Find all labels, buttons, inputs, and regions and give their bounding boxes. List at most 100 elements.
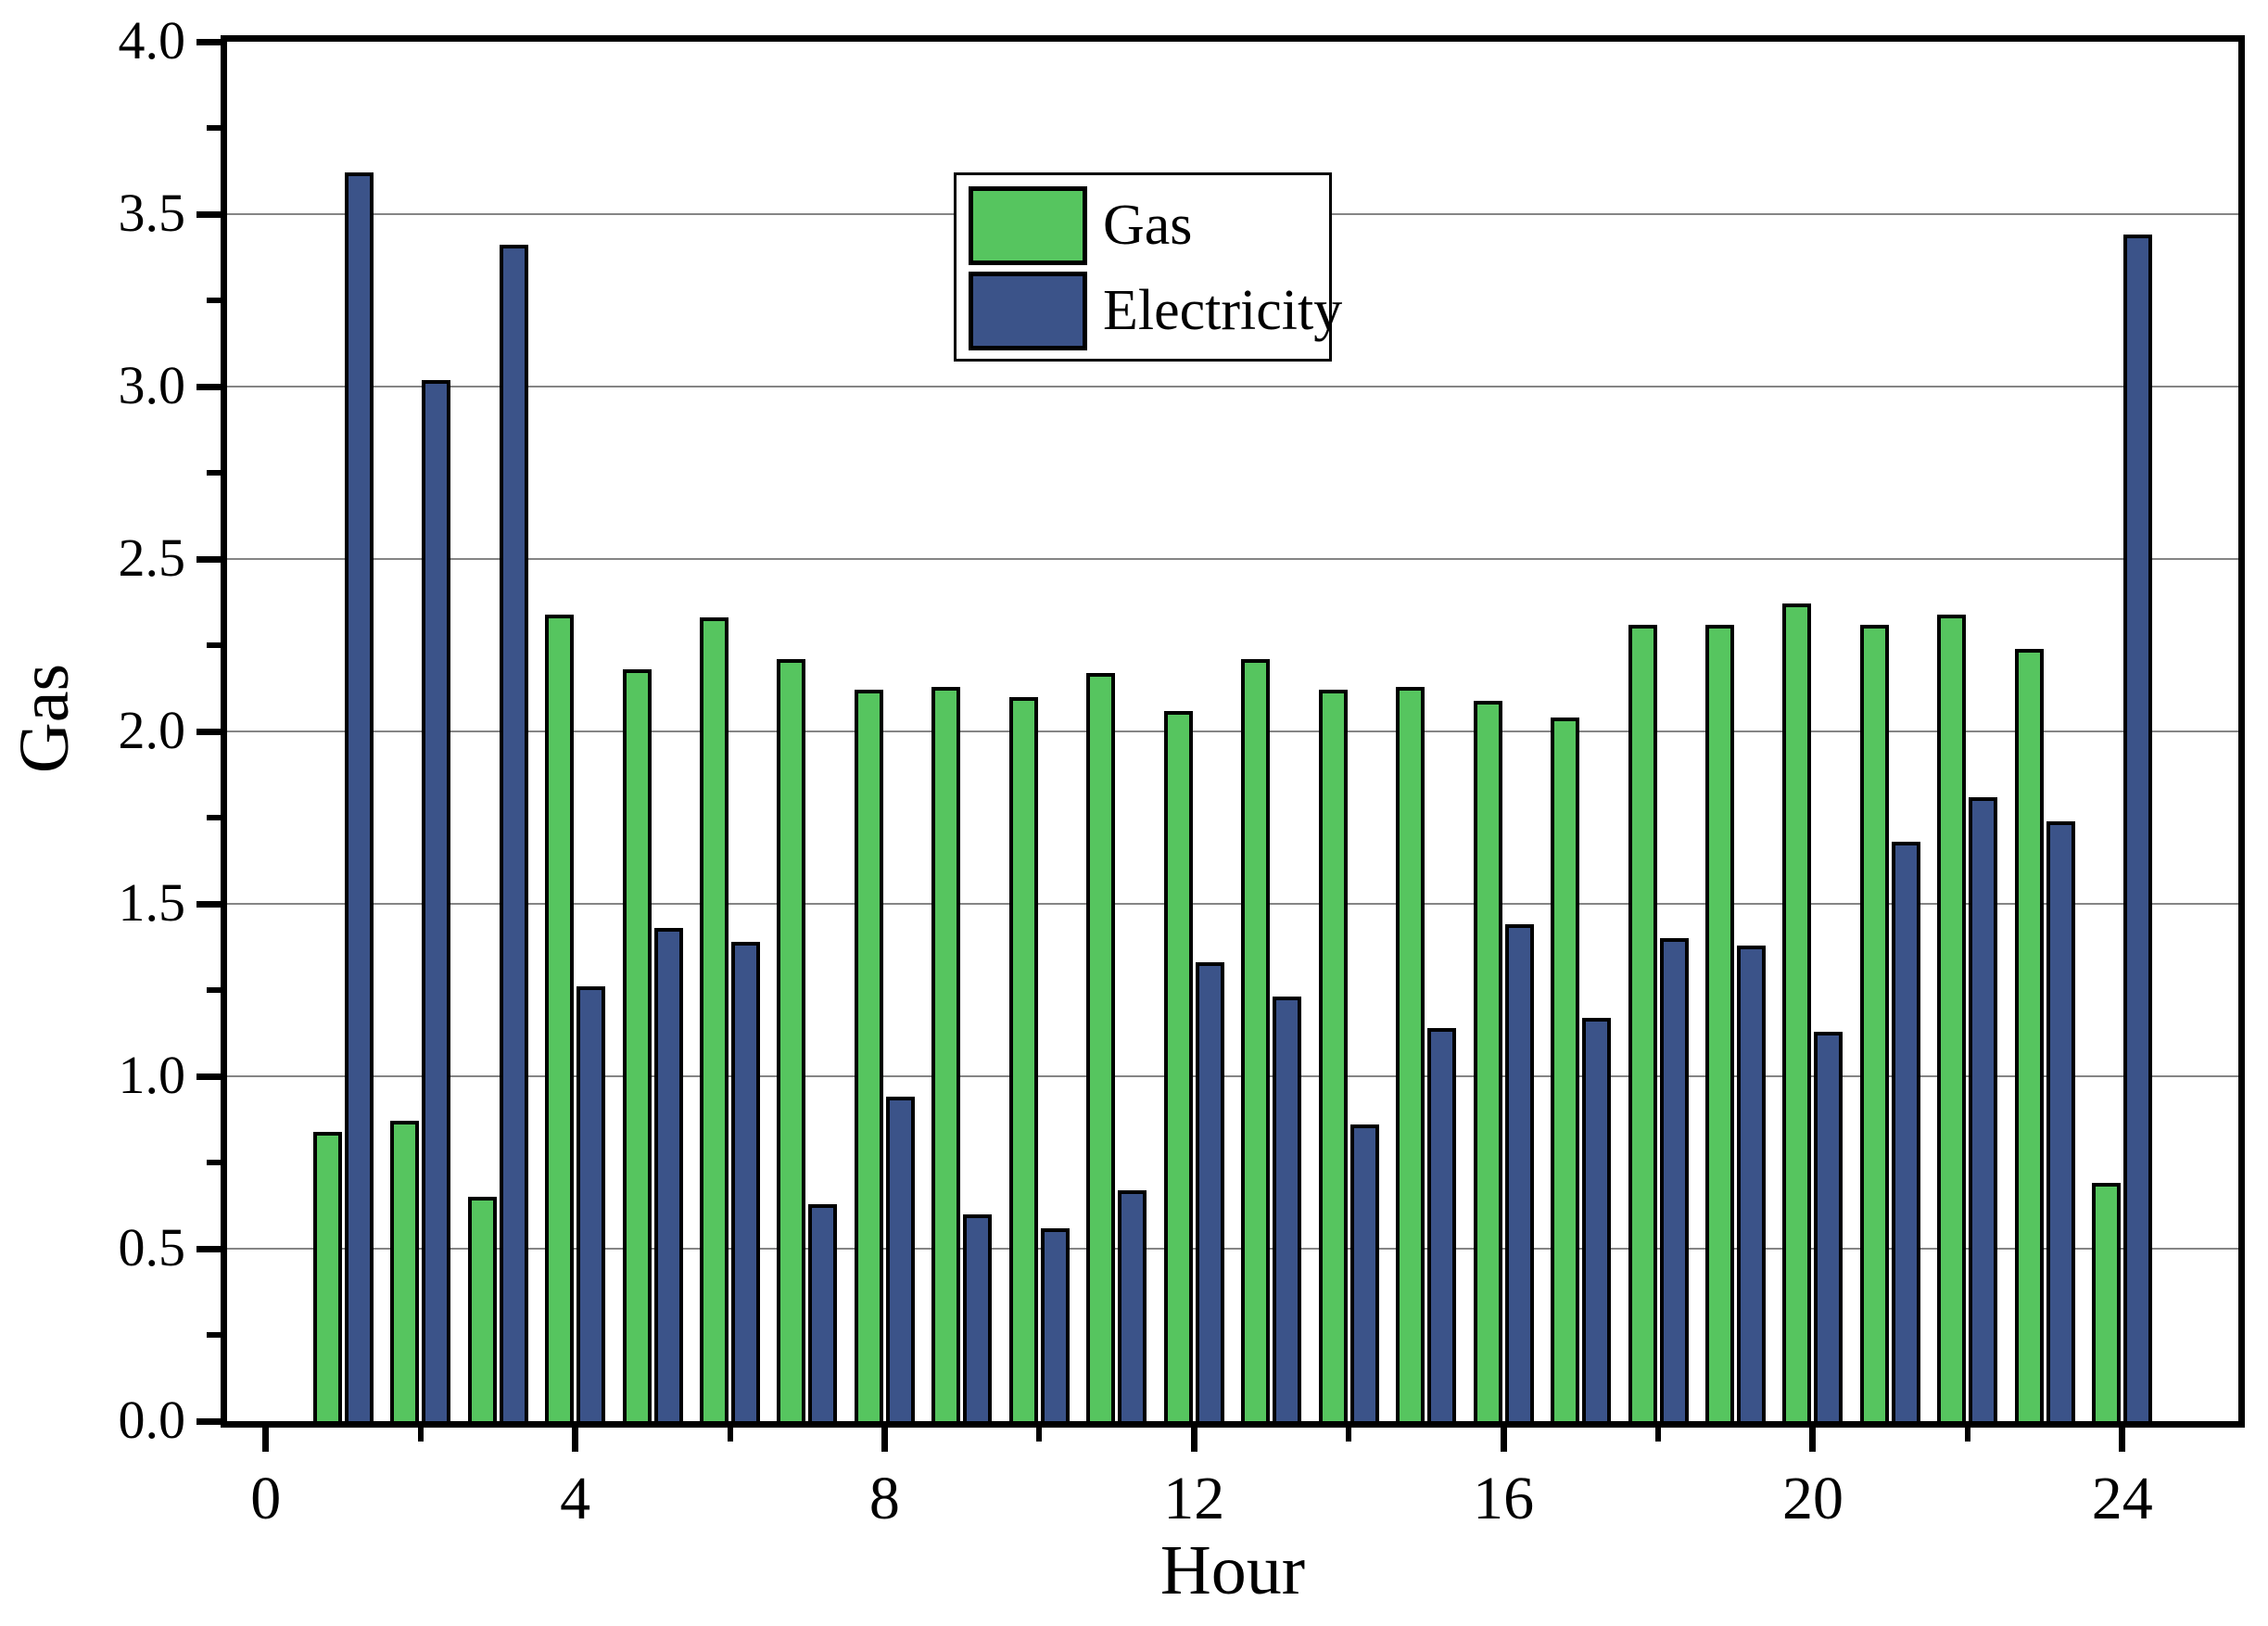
- x-major-tick-0: [262, 1428, 270, 1452]
- x-minor-tick-18: [1655, 1428, 1662, 1442]
- y-minor-tick-1.25: [207, 987, 221, 993]
- bar-electricity-h18: [1659, 938, 1689, 1421]
- y-minor-tick-2.25: [207, 642, 221, 648]
- y-tick-label-3.0: 3.0: [118, 354, 186, 415]
- bar-electricity-h16: [1504, 924, 1534, 1421]
- gridline-y-0.5: [227, 1248, 2238, 1250]
- bar-gas-h22: [1937, 615, 1967, 1421]
- x-minor-tick-22: [1964, 1428, 1970, 1442]
- gridline-y-2.0: [227, 730, 2238, 732]
- y-major-tick-2.5: [196, 555, 221, 563]
- y-tick-label-1.0: 1.0: [118, 1044, 186, 1105]
- bar-gas-h10: [1008, 697, 1038, 1421]
- x-tick-label-8: 8: [868, 1465, 900, 1532]
- bar-electricity-h24: [2123, 235, 2153, 1421]
- y-major-tick-1.0: [196, 1073, 221, 1080]
- x-minor-tick-2: [417, 1428, 424, 1442]
- bar-electricity-h7: [808, 1204, 838, 1421]
- legend-label-electricity: Electricity: [1103, 279, 1343, 342]
- bar-electricity-h1: [344, 172, 374, 1421]
- bar-electricity-h2: [422, 380, 451, 1421]
- y-tick-label-2.0: 2.0: [118, 699, 186, 760]
- bar-gas-h15: [1396, 687, 1425, 1421]
- bar-gas-h5: [622, 669, 652, 1421]
- bar-gas-h7: [777, 659, 806, 1421]
- y-minor-tick-0.25: [207, 1332, 221, 1338]
- legend-swatch-gas: [969, 186, 1087, 265]
- bar-electricity-h3: [499, 245, 528, 1421]
- bar-electricity-h17: [1582, 1018, 1612, 1421]
- y-minor-tick-3.75: [207, 125, 221, 131]
- x-major-tick-8: [881, 1428, 888, 1452]
- bar-gas-h17: [1551, 718, 1580, 1421]
- bar-electricity-h6: [731, 942, 760, 1421]
- y-minor-tick-0.75: [207, 1160, 221, 1165]
- y-minor-tick-1.75: [207, 815, 221, 820]
- bar-electricity-h19: [1737, 946, 1766, 1421]
- bar-gas-h21: [1859, 625, 1889, 1421]
- bar-gas-h11: [1086, 673, 1116, 1421]
- bar-gas-h1: [312, 1132, 342, 1421]
- y-axis-title: Gas: [6, 663, 83, 774]
- y-tick-label-4.0: 4.0: [118, 9, 186, 70]
- y-tick-label-3.5: 3.5: [118, 182, 186, 243]
- bar-electricity-h20: [1814, 1032, 1844, 1421]
- plot-area: [227, 42, 2238, 1421]
- bar-electricity-h13: [1273, 997, 1302, 1421]
- bar-gas-h23: [2014, 649, 2044, 1421]
- x-major-tick-12: [1190, 1428, 1197, 1452]
- y-tick-label-0.0: 0.0: [118, 1389, 186, 1450]
- x-minor-tick-10: [1036, 1428, 1043, 1442]
- bar-electricity-h21: [1891, 842, 1920, 1421]
- bar-gas-h20: [1782, 603, 1812, 1421]
- x-axis-title: Hour: [1159, 1531, 1306, 1609]
- x-tick-label-0: 0: [250, 1465, 282, 1532]
- bar-gas-h4: [545, 615, 575, 1421]
- bar-electricity-h23: [2046, 821, 2075, 1421]
- y-major-tick-2.0: [196, 728, 221, 735]
- x-major-tick-20: [1809, 1428, 1817, 1452]
- gridline-y-2.5: [227, 558, 2238, 560]
- bar-gas-h19: [1705, 625, 1734, 1421]
- bar-gas-h3: [467, 1197, 497, 1421]
- bar-electricity-h12: [1195, 962, 1224, 1421]
- y-major-tick-0.0: [196, 1417, 221, 1425]
- y-minor-tick-2.75: [207, 470, 221, 476]
- y-major-tick-3.5: [196, 210, 221, 218]
- bar-gas-h12: [1163, 711, 1193, 1421]
- bar-electricity-h4: [577, 986, 606, 1421]
- gridline-y-3.0: [227, 386, 2238, 387]
- bar-electricity-h10: [1040, 1228, 1070, 1421]
- bar-electricity-h14: [1349, 1124, 1379, 1421]
- bar-gas-h24: [2092, 1183, 2122, 1421]
- x-minor-tick-14: [1346, 1428, 1352, 1442]
- legend: Gas Electricity: [954, 172, 1342, 362]
- x-minor-tick-6: [727, 1428, 733, 1442]
- legend-swatch-electricity: [969, 272, 1087, 350]
- x-major-tick-24: [2119, 1428, 2126, 1452]
- bar-gas-h18: [1628, 625, 1657, 1421]
- bar-electricity-h15: [1427, 1028, 1457, 1421]
- bar-gas-h9: [931, 687, 961, 1421]
- bar-gas-h6: [700, 617, 729, 1421]
- y-major-tick-4.0: [196, 38, 221, 45]
- legend-label-gas: Gas: [1103, 194, 1193, 257]
- y-tick-label-2.5: 2.5: [118, 527, 186, 588]
- bar-electricity-h8: [885, 1097, 915, 1421]
- y-tick-label-1.5: 1.5: [118, 871, 186, 933]
- y-tick-label-0.5: 0.5: [118, 1216, 186, 1277]
- bar-gas-h13: [1241, 659, 1271, 1421]
- bar-electricity-h5: [653, 928, 683, 1421]
- x-tick-label-4: 4: [560, 1465, 591, 1532]
- x-major-tick-4: [572, 1428, 579, 1452]
- x-tick-label-12: 12: [1163, 1465, 1225, 1532]
- x-tick-label-16: 16: [1473, 1465, 1535, 1532]
- y-major-tick-3.0: [196, 383, 221, 390]
- y-major-tick-1.5: [196, 900, 221, 908]
- gridline-y-1.0: [227, 1075, 2238, 1077]
- bar-electricity-h11: [1118, 1190, 1147, 1421]
- bar-gas-h8: [854, 690, 883, 1421]
- bar-electricity-h22: [1969, 797, 1998, 1421]
- bar-gas-h14: [1318, 690, 1348, 1421]
